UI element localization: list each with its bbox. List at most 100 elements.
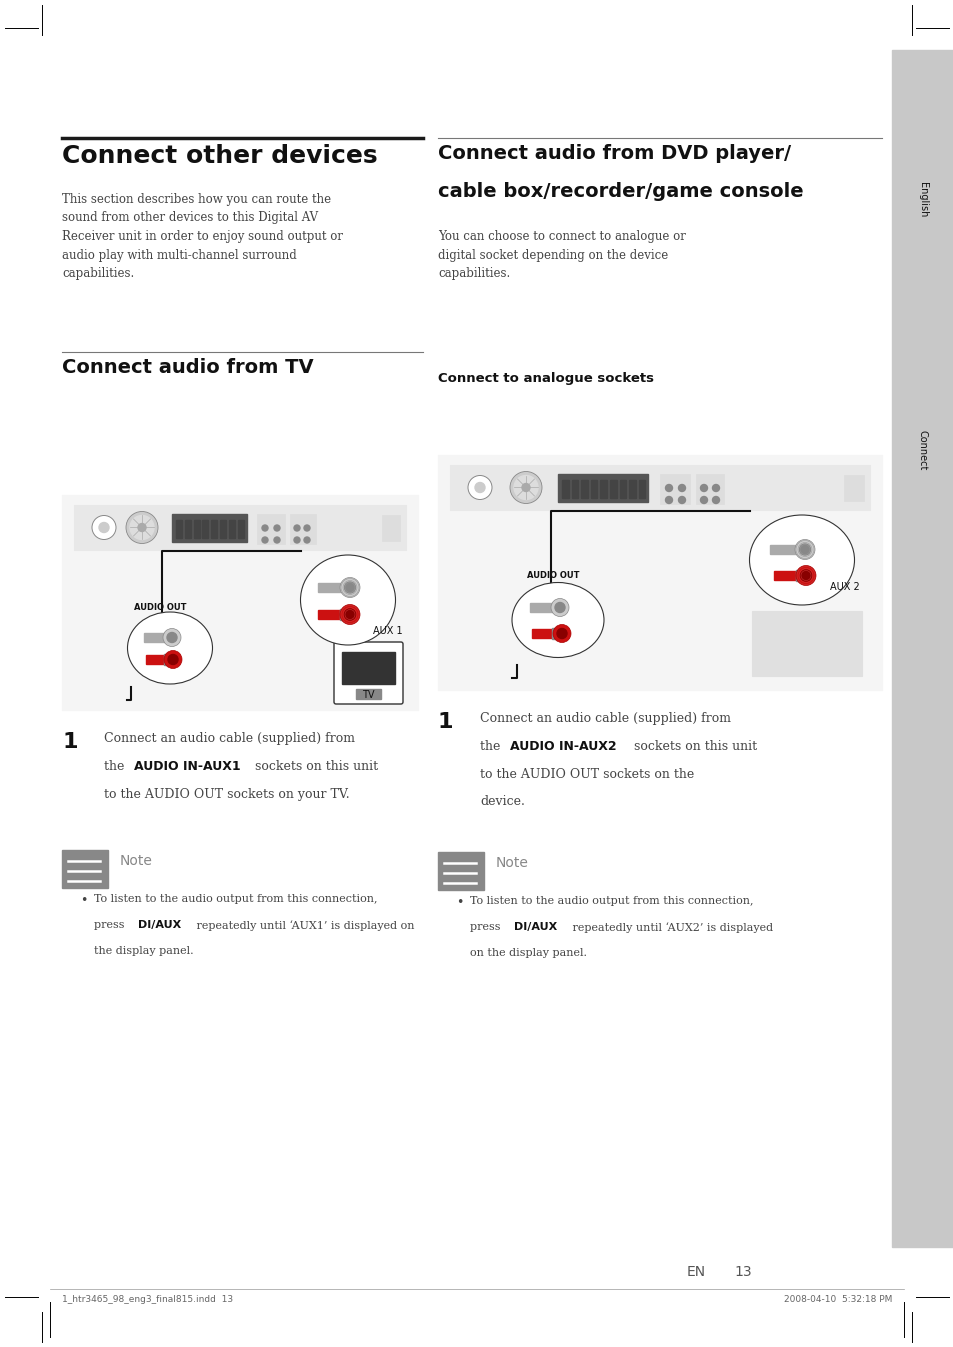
Bar xyxy=(62,850,417,960)
Text: device.: device. xyxy=(479,795,524,808)
Circle shape xyxy=(555,602,564,613)
Circle shape xyxy=(678,497,685,504)
Circle shape xyxy=(799,544,810,555)
Circle shape xyxy=(553,625,571,643)
Text: 1: 1 xyxy=(437,713,453,731)
Circle shape xyxy=(163,629,181,647)
Bar xyxy=(229,520,234,537)
Circle shape xyxy=(262,525,268,531)
Text: Connect audio from TV: Connect audio from TV xyxy=(62,358,314,377)
Circle shape xyxy=(678,485,685,492)
Text: AUX 2: AUX 2 xyxy=(829,582,859,591)
Bar xyxy=(795,570,803,581)
Circle shape xyxy=(712,485,719,492)
Text: 1: 1 xyxy=(62,731,77,752)
Bar xyxy=(74,505,406,550)
Bar xyxy=(450,465,869,511)
Circle shape xyxy=(468,475,492,500)
Text: sockets on this unit: sockets on this unit xyxy=(629,740,757,753)
Text: the: the xyxy=(104,760,129,773)
Bar xyxy=(580,480,587,498)
Text: repeatedly until ‘AUX1’ is displayed on: repeatedly until ‘AUX1’ is displayed on xyxy=(193,920,414,931)
Text: press: press xyxy=(470,921,503,932)
Bar xyxy=(317,610,339,620)
Text: To listen to the audio output from this connection,: To listen to the audio output from this … xyxy=(94,894,377,904)
Circle shape xyxy=(344,582,355,593)
Text: EN: EN xyxy=(686,1265,705,1280)
Circle shape xyxy=(794,540,814,559)
Text: cable box/recorder/game console: cable box/recorder/game console xyxy=(437,182,802,201)
Circle shape xyxy=(168,655,178,664)
Bar xyxy=(317,583,348,591)
Bar xyxy=(341,652,395,684)
Bar xyxy=(639,480,644,498)
Text: AUDIO OUT: AUDIO OUT xyxy=(526,571,578,581)
Circle shape xyxy=(138,524,146,532)
Circle shape xyxy=(339,578,359,598)
Ellipse shape xyxy=(512,582,603,657)
Circle shape xyxy=(700,497,707,504)
Circle shape xyxy=(510,471,541,504)
Text: Connect other devices: Connect other devices xyxy=(62,144,377,168)
Bar xyxy=(558,474,647,502)
Bar xyxy=(100,620,162,687)
Bar xyxy=(609,480,616,498)
Text: AUDIO IN-AUX2: AUDIO IN-AUX2 xyxy=(510,740,616,753)
Text: Connect: Connect xyxy=(917,430,927,470)
Circle shape xyxy=(130,516,153,540)
Text: English: English xyxy=(917,182,927,218)
Circle shape xyxy=(475,482,484,493)
Circle shape xyxy=(294,525,299,531)
Text: •: • xyxy=(456,896,463,909)
FancyBboxPatch shape xyxy=(334,643,402,704)
Text: Note: Note xyxy=(496,855,528,870)
Bar xyxy=(185,520,191,537)
Ellipse shape xyxy=(749,515,854,605)
Circle shape xyxy=(126,512,158,543)
Bar xyxy=(437,455,882,690)
Bar xyxy=(696,474,723,504)
Bar xyxy=(552,628,559,638)
Text: on the display panel.: on the display panel. xyxy=(470,948,586,958)
Text: •: • xyxy=(80,894,88,907)
Circle shape xyxy=(344,609,355,620)
Bar xyxy=(482,587,551,665)
Circle shape xyxy=(665,497,672,504)
Circle shape xyxy=(339,605,359,625)
Bar xyxy=(256,515,285,544)
Circle shape xyxy=(712,497,719,504)
Circle shape xyxy=(99,523,109,532)
Circle shape xyxy=(800,570,811,581)
Bar xyxy=(843,475,863,501)
Bar xyxy=(355,690,380,699)
Text: DI/AUX: DI/AUX xyxy=(514,921,557,932)
Circle shape xyxy=(700,485,707,492)
Bar xyxy=(769,546,801,554)
Bar xyxy=(144,633,170,643)
Circle shape xyxy=(304,525,310,531)
Text: Connect an audio cable (supplied) from: Connect an audio cable (supplied) from xyxy=(104,731,355,745)
Text: DI/AUX: DI/AUX xyxy=(138,920,181,929)
Text: the: the xyxy=(479,740,504,753)
Text: Connect to analogue sockets: Connect to analogue sockets xyxy=(437,372,654,385)
Text: Connect audio from DVD player/: Connect audio from DVD player/ xyxy=(437,144,790,163)
Text: AUDIO IN-AUX1: AUDIO IN-AUX1 xyxy=(133,760,240,773)
Bar xyxy=(211,520,217,537)
Bar xyxy=(146,655,164,664)
Circle shape xyxy=(274,537,280,543)
Text: 13: 13 xyxy=(734,1265,751,1280)
Bar xyxy=(659,474,689,504)
Text: to the AUDIO OUT sockets on the: to the AUDIO OUT sockets on the xyxy=(479,768,694,781)
Circle shape xyxy=(795,566,815,586)
Ellipse shape xyxy=(300,555,395,645)
Bar xyxy=(751,612,862,676)
Bar xyxy=(530,603,558,612)
Ellipse shape xyxy=(128,612,213,684)
Text: TV: TV xyxy=(362,690,375,700)
Bar xyxy=(532,629,552,638)
Text: This section describes how you can route the
sound from other devices to this Di: This section describes how you can route… xyxy=(62,193,343,280)
Bar xyxy=(618,480,625,498)
Text: 2008-04-10  5:32:18 PM: 2008-04-10 5:32:18 PM xyxy=(782,1294,891,1304)
Bar xyxy=(164,655,171,665)
Circle shape xyxy=(514,475,537,500)
